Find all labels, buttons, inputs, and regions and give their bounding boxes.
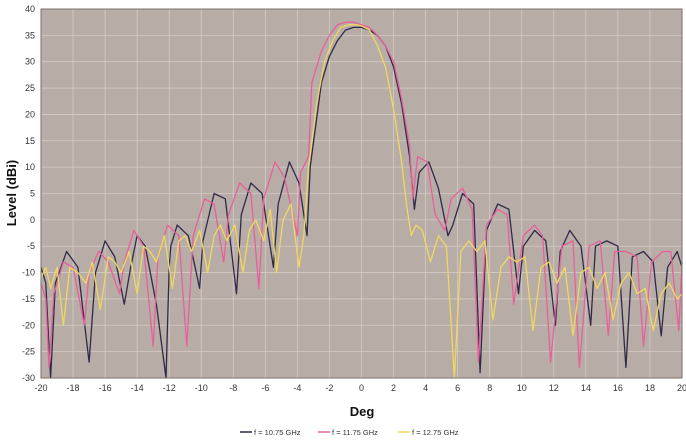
x-axis-label: Deg: [350, 404, 375, 419]
x-tick-label: 20: [677, 383, 686, 393]
x-tick-label: -2: [325, 383, 333, 393]
x-tick-label: 16: [613, 383, 623, 393]
x-tick-label: 6: [455, 383, 460, 393]
x-tick-label: -6: [261, 383, 269, 393]
y-tick-label: 40: [25, 4, 35, 14]
x-tick-label: -4: [293, 383, 301, 393]
x-tick-label: 12: [549, 383, 559, 393]
x-tick-label: -20: [34, 383, 47, 393]
legend-entry-label: f = 11.75 GHz: [332, 428, 378, 437]
y-tick-label: 30: [25, 57, 35, 67]
y-tick-label: 5: [30, 189, 35, 199]
plot-border: [40, 8, 683, 379]
grid-lines: [40, 8, 683, 379]
legend-entry-label: f = 10.75 GHz: [254, 428, 301, 437]
x-tick-label: 2: [391, 383, 396, 393]
legend-entry-label: f = 12.75 GHz: [412, 428, 459, 437]
x-tick-label: -18: [67, 383, 80, 393]
y-tick-label: 20: [25, 109, 35, 119]
x-tick-label: -12: [163, 383, 176, 393]
x-tick-labels: -20 -18 -16 -14 -12 -10 -8 -6 -4 -2 0 2 4 6 8 10 12 14 16 1…: [34, 383, 686, 393]
x-tick-label: -8: [229, 383, 237, 393]
y-tick-label: -25: [22, 347, 35, 357]
y-tick-label: -20: [22, 320, 35, 330]
y-tick-label: 25: [25, 83, 35, 93]
x-tick-label: 18: [645, 383, 655, 393]
legend: f = 10.75 GHz f = 11.75 GHz f = 12.75 GHz: [240, 428, 459, 437]
y-axis-label: Level (dBi): [4, 160, 19, 226]
x-tick-label: -16: [99, 383, 112, 393]
y-tick-label: 15: [25, 136, 35, 146]
y-tick-label: -10: [22, 268, 35, 278]
y-tick-label: 35: [25, 30, 35, 40]
x-tick-label: -10: [195, 383, 208, 393]
series-line-1: [40, 21, 683, 369]
x-tick-label: 4: [423, 383, 428, 393]
y-tick-label: -5: [27, 241, 35, 251]
y-tick-label: -30: [22, 373, 35, 383]
y-tick-label: 0: [30, 215, 35, 225]
y-tick-label: -15: [22, 294, 35, 304]
series-layer: [40, 21, 683, 379]
x-tick-label: -14: [131, 383, 144, 393]
x-tick-label: 10: [517, 383, 527, 393]
y-tick-labels: -30 -25 -20 -15 -10 -5 0 5 10 15 20 25 30 35 40: [22, 4, 35, 383]
series-line-0: [40, 26, 683, 379]
x-tick-label: 8: [487, 383, 492, 393]
x-tick-label: 14: [581, 383, 591, 393]
y-tick-label: 10: [25, 162, 35, 172]
series-line-2: [40, 24, 683, 379]
x-tick-label: 0: [359, 383, 364, 393]
